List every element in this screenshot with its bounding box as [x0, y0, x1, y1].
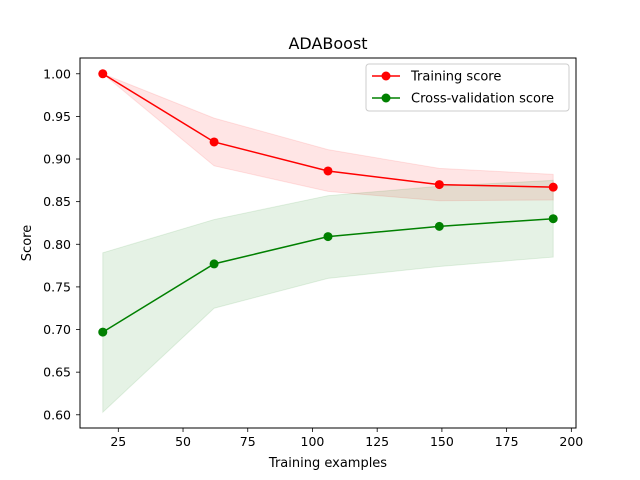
x-tick-label: 75 [240, 434, 256, 449]
y-axis-ticks: 0.60 0.65 0.70 0.75 0.80 0.85 0.90 0.95 1.00 [43, 66, 80, 422]
y-tick-label: 0.90 [43, 152, 71, 167]
legend-label-cross-validation: Cross-validation score [411, 92, 554, 107]
legend: Training score Cross-validation score [365, 63, 570, 112]
legend-label-training: Training score [410, 70, 501, 85]
x-tick-label: 175 [495, 434, 519, 449]
x-tick-label: 50 [175, 434, 191, 449]
y-tick-label: 0.65 [43, 365, 71, 380]
legend-marker-cross-validation [381, 93, 391, 103]
x-tick-label: 125 [365, 434, 389, 449]
point-training-score [98, 69, 108, 79]
y-tick-label: 0.70 [43, 322, 71, 337]
point-training-score [548, 182, 558, 192]
plot-frame [79, 57, 577, 429]
legend-marker-training [381, 71, 391, 81]
point-cross-validation-score [323, 232, 333, 242]
point-training-score [434, 180, 444, 190]
x-axis-ticks: 25 50 75 100 125 150 175 200 [110, 428, 583, 449]
y-tick-label: 0.85 [43, 194, 71, 209]
x-tick-label: 100 [301, 434, 325, 449]
x-axis-label: Training examples [268, 456, 387, 471]
legend-box [365, 63, 570, 112]
y-tick-label: 0.80 [43, 237, 71, 252]
y-axis-label: Score [20, 225, 35, 261]
x-tick-label: 25 [110, 434, 126, 449]
x-tick-label: 150 [430, 434, 454, 449]
y-tick-label: 0.95 [43, 109, 71, 124]
point-training-score [323, 166, 333, 176]
series-markers [98, 69, 558, 337]
y-tick-label: 0.75 [43, 279, 71, 294]
y-tick-label: 1.00 [43, 66, 71, 81]
band-cross-validation-score [102, 179, 554, 414]
point-cross-validation-score [98, 327, 108, 337]
point-cross-validation-score [209, 259, 219, 269]
point-cross-validation-score [434, 221, 444, 231]
x-tick-label: 200 [559, 434, 583, 449]
point-cross-validation-score [548, 214, 558, 224]
point-training-score [209, 137, 219, 147]
chart-title: ADABoost [288, 34, 367, 53]
y-tick-label: 0.60 [43, 407, 71, 422]
